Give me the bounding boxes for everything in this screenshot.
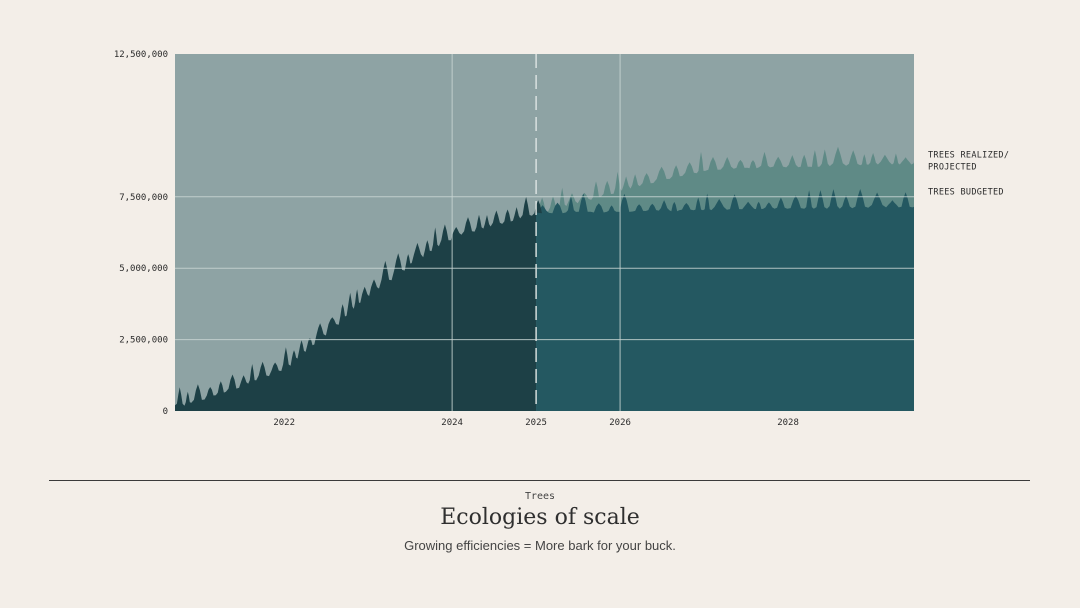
x-tick-label: 2028 xyxy=(777,418,799,428)
y-tick-label: 12,500,000 xyxy=(114,50,168,60)
y-tick-label: 0 xyxy=(163,407,168,417)
x-tick-label: 2022 xyxy=(273,418,295,428)
series-area-trees-budgeted xyxy=(536,189,914,411)
x-tick-label: 2024 xyxy=(441,418,463,428)
chart: 0 2,500,000 5,000,000 7,500,000 12,500,000 2… xyxy=(114,50,1009,428)
legend-label: TREES REALIZED/ xyxy=(928,151,1009,161)
y-tick-label: 5,000,000 xyxy=(119,264,168,274)
x-tick-label: 2026 xyxy=(609,418,631,428)
legend-label: PROJECTED xyxy=(928,163,977,173)
legend-label: TREES BUDGETED xyxy=(928,187,1004,197)
chart-title: Ecologies of scale xyxy=(440,505,640,530)
y-tick-label: 2,500,000 xyxy=(119,336,168,346)
caption-divider xyxy=(49,480,1030,481)
caption-eyebrow: Trees xyxy=(524,491,556,502)
x-tick-label: 2025 xyxy=(525,418,547,428)
y-tick-label: 7,500,000 xyxy=(119,193,168,203)
series-area-trees-realized xyxy=(175,196,542,411)
chart-subtitle: Growing efficiencies = More bark for you… xyxy=(404,538,676,553)
